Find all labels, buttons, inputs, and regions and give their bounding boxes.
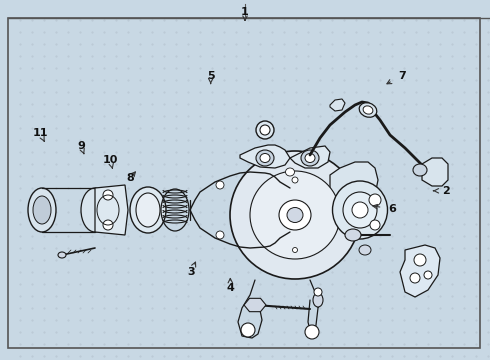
- Text: 4: 4: [226, 278, 234, 293]
- Ellipse shape: [136, 193, 160, 227]
- Polygon shape: [290, 146, 330, 168]
- Ellipse shape: [103, 220, 113, 230]
- Polygon shape: [400, 245, 440, 297]
- Ellipse shape: [103, 190, 113, 200]
- Ellipse shape: [314, 288, 322, 296]
- Ellipse shape: [369, 194, 381, 206]
- Text: 9: 9: [77, 141, 85, 154]
- Ellipse shape: [260, 153, 270, 162]
- Ellipse shape: [424, 271, 432, 279]
- Ellipse shape: [305, 325, 319, 339]
- Ellipse shape: [343, 192, 377, 228]
- Ellipse shape: [363, 106, 373, 114]
- Ellipse shape: [292, 177, 298, 183]
- Ellipse shape: [287, 207, 303, 222]
- Ellipse shape: [250, 171, 340, 259]
- Ellipse shape: [130, 187, 166, 233]
- Ellipse shape: [352, 202, 368, 218]
- Ellipse shape: [216, 181, 224, 189]
- Text: 1: 1: [241, 6, 249, 21]
- Ellipse shape: [230, 151, 360, 279]
- Ellipse shape: [345, 229, 361, 241]
- Ellipse shape: [410, 273, 420, 283]
- Ellipse shape: [286, 168, 294, 176]
- Polygon shape: [330, 99, 345, 111]
- Ellipse shape: [81, 188, 109, 232]
- Ellipse shape: [33, 196, 51, 224]
- Ellipse shape: [216, 231, 224, 239]
- Ellipse shape: [333, 181, 388, 239]
- Text: 7: 7: [387, 71, 406, 84]
- Ellipse shape: [256, 150, 274, 166]
- Ellipse shape: [305, 153, 315, 162]
- Polygon shape: [95, 185, 128, 235]
- Polygon shape: [422, 158, 448, 186]
- Polygon shape: [240, 145, 290, 168]
- Ellipse shape: [293, 248, 297, 252]
- Ellipse shape: [58, 252, 66, 258]
- Ellipse shape: [359, 245, 371, 255]
- Ellipse shape: [279, 200, 311, 230]
- Text: 6: 6: [373, 204, 396, 214]
- Text: 2: 2: [434, 186, 450, 196]
- Ellipse shape: [370, 220, 380, 230]
- Ellipse shape: [260, 125, 270, 135]
- Text: 10: 10: [102, 155, 118, 168]
- Ellipse shape: [28, 188, 56, 232]
- Ellipse shape: [414, 254, 426, 266]
- Ellipse shape: [313, 293, 323, 307]
- Text: 11: 11: [32, 128, 48, 141]
- Text: 5: 5: [207, 71, 215, 84]
- Text: 3: 3: [187, 262, 196, 277]
- Ellipse shape: [241, 323, 255, 337]
- Polygon shape: [330, 162, 378, 225]
- Text: 8: 8: [126, 172, 135, 183]
- Ellipse shape: [256, 121, 274, 139]
- Ellipse shape: [359, 103, 377, 117]
- Polygon shape: [244, 298, 266, 312]
- Ellipse shape: [301, 150, 319, 166]
- Ellipse shape: [413, 164, 427, 176]
